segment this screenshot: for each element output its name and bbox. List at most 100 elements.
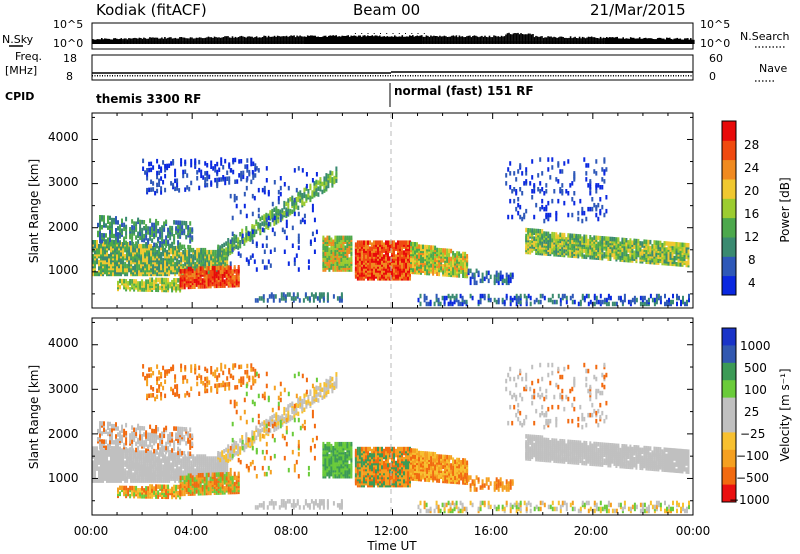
power-cell (358, 240, 361, 245)
nsky-sample (246, 36, 249, 44)
power-cell (241, 228, 244, 234)
nsky-sample (566, 38, 569, 44)
nsky-sample (153, 37, 156, 44)
power-cell (585, 234, 588, 240)
power-cell (144, 271, 147, 277)
nave-sample (402, 75, 404, 77)
nave-sample (114, 75, 116, 77)
power-cell (211, 265, 214, 271)
power-cell (150, 243, 153, 249)
power-cell (585, 177, 588, 182)
nave-sample (282, 75, 284, 77)
power-cell (481, 293, 484, 299)
nsky-sample (210, 37, 213, 44)
power-cell (589, 299, 592, 305)
power-cell (152, 255, 155, 261)
power-cell (271, 227, 274, 233)
power-cell (92, 253, 94, 259)
nsky-sample (524, 34, 527, 44)
power-cell (539, 206, 542, 212)
power-cell (205, 274, 208, 279)
nave-sample (580, 75, 582, 77)
power-cell (448, 248, 451, 254)
nsky-sample (536, 36, 539, 44)
power-cell (149, 230, 152, 235)
power-cell (565, 237, 568, 242)
power-cell (401, 262, 403, 267)
power-cell (509, 161, 512, 166)
power-cell (186, 265, 189, 271)
nsky-sample (544, 37, 546, 44)
power-cell (458, 257, 461, 262)
nave-sample (232, 75, 234, 77)
nsky-sample (622, 37, 624, 44)
power-cell (255, 267, 258, 272)
power-cell (231, 237, 234, 242)
power-cell (214, 253, 217, 259)
power-cell (106, 271, 108, 277)
power-cell (687, 243, 690, 248)
power-cell (581, 236, 584, 241)
power-cell (461, 295, 464, 301)
nave-sample (182, 75, 184, 77)
nave-sample (127, 75, 129, 77)
power-cell (243, 191, 246, 197)
power-cell (521, 216, 524, 222)
power-cell (649, 293, 652, 299)
nsky-sample (538, 37, 540, 44)
power-cell (177, 278, 180, 283)
power-cell (348, 235, 351, 241)
power-cell (303, 191, 306, 197)
nave-sample (640, 75, 642, 77)
power-cell (190, 180, 193, 186)
power-cell (163, 221, 166, 226)
nave-sample (407, 75, 409, 77)
nave-sample (637, 75, 639, 77)
power-cell (317, 186, 320, 191)
power-cell (537, 299, 540, 305)
nave-sample (647, 75, 649, 77)
power-cell (170, 265, 173, 271)
power-cell (263, 249, 266, 254)
power-cell (246, 168, 249, 173)
power-cell (629, 238, 632, 243)
power-cell (158, 164, 161, 170)
power-cell (440, 257, 443, 263)
power-cell (94, 259, 96, 265)
power-cell (454, 257, 457, 262)
power-cell (501, 278, 504, 284)
power-cell (369, 240, 371, 245)
nave-sample (475, 75, 477, 77)
power-cell (525, 243, 528, 249)
power-cell (615, 243, 618, 248)
nsearch-sample (354, 33, 356, 34)
power-cell (207, 266, 210, 271)
power-cell (377, 240, 379, 245)
power-cell (305, 186, 308, 191)
power-cell (315, 183, 318, 189)
nave-sample (427, 75, 429, 77)
power-cell (138, 243, 141, 249)
power-cell (246, 158, 249, 163)
nave-sample (655, 75, 657, 77)
power-cell (475, 268, 478, 274)
power-cell (346, 235, 349, 241)
nsky-sample (518, 34, 521, 44)
power-cell (167, 231, 170, 237)
nsky-sample (294, 37, 297, 44)
nsky-sample (687, 38, 689, 44)
nsky-sample (509, 34, 512, 44)
nsky-sample (191, 37, 193, 44)
power-cell (559, 169, 562, 174)
power-cell (322, 292, 325, 297)
power-cell (148, 161, 151, 167)
power-cell (172, 182, 175, 188)
power-cell (456, 267, 459, 272)
power-cell (158, 245, 161, 251)
power-cell (148, 187, 151, 193)
power-cell (427, 301, 430, 307)
power-cell (216, 169, 219, 175)
nsky-sample (186, 38, 189, 44)
power-cell (159, 233, 162, 238)
nave-sample (595, 75, 597, 77)
